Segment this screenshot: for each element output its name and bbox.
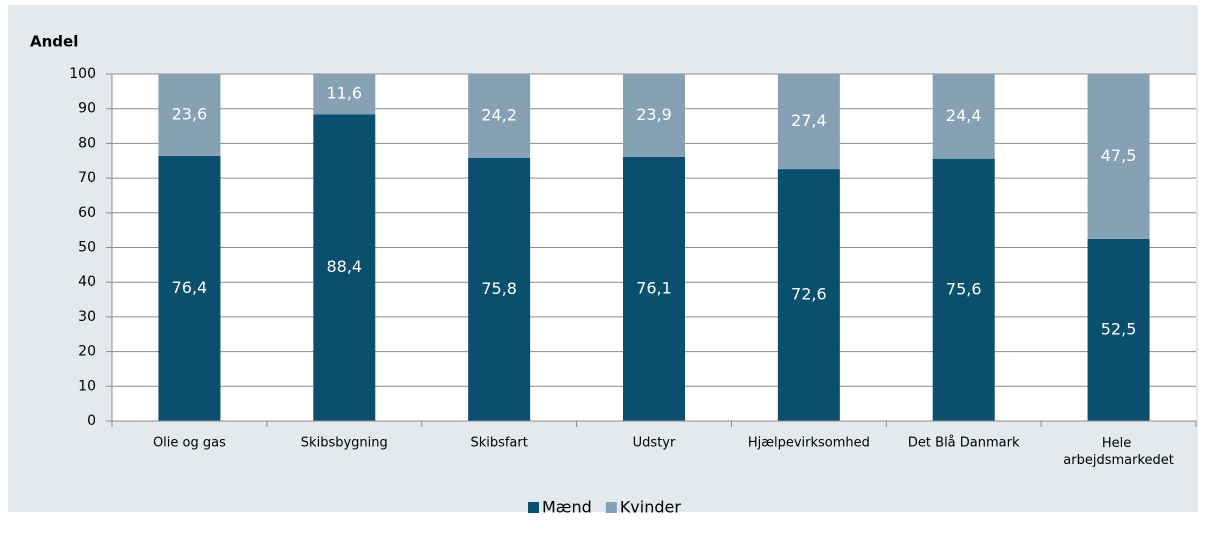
legend-swatch (605, 502, 617, 513)
data-label: 23,6 (172, 104, 208, 123)
y-tick-label: 60 (78, 205, 96, 221)
data-label: 47,5 (1101, 146, 1137, 165)
x-tick-label: Skibsfart (470, 436, 527, 451)
y-tick-label: 10 (78, 378, 96, 394)
bar-segment (1087, 74, 1150, 239)
data-label: 75,8 (481, 279, 517, 298)
x-tick-label: Det Blå Danmark (908, 436, 1020, 451)
y-tick-label: 100 (69, 66, 96, 82)
bar-segment (158, 155, 221, 421)
y-tick-label: 40 (78, 274, 96, 290)
bar-segment (313, 114, 376, 421)
bar-segment (623, 156, 685, 422)
x-tick-label: Olie og gas (153, 436, 226, 451)
bar-segment (932, 158, 995, 421)
x-tick-label: Hele arbejdsmarkedet (1063, 436, 1174, 468)
bar-segment (468, 157, 531, 421)
data-label: 24,2 (481, 105, 517, 124)
bar-segment (158, 74, 221, 156)
data-label: 88,4 (326, 257, 362, 276)
y-tick-label: 50 (78, 240, 96, 256)
data-label: 52,5 (1101, 319, 1137, 338)
bar-segment (468, 74, 531, 158)
y-tick-label: 70 (78, 170, 96, 186)
y-tick-label: 30 (78, 309, 96, 325)
data-label: 75,6 (946, 279, 982, 298)
data-label: 76,1 (636, 278, 672, 297)
bar-segment (313, 74, 376, 115)
bar-segment (623, 74, 685, 157)
data-label: 11,6 (326, 84, 362, 103)
bar-segment (777, 169, 840, 421)
y-tick-label: 0 (87, 413, 96, 429)
legend-label: Kvinder (620, 498, 682, 517)
data-label: 24,4 (946, 106, 982, 125)
y-tick-label: 80 (78, 135, 96, 151)
bar-segment (932, 74, 995, 159)
data-label: 76,4 (172, 278, 208, 297)
y-axis-label: Andel (30, 33, 78, 51)
legend-label: Mænd (542, 498, 592, 517)
y-tick-label: 90 (78, 101, 96, 117)
x-tick-label: Udstyr (633, 436, 676, 451)
y-tick-label: 20 (78, 344, 96, 360)
x-tick-label: Skibsbygning (301, 436, 388, 451)
data-label: 72,6 (791, 285, 827, 304)
bar-segment (777, 74, 840, 170)
legend-swatch (528, 502, 539, 513)
bar-segment (1087, 238, 1150, 421)
data-label: 27,4 (791, 111, 827, 130)
x-tick-label: Hjælpevirksomhed (748, 436, 870, 451)
data-label: 23,9 (636, 105, 672, 124)
